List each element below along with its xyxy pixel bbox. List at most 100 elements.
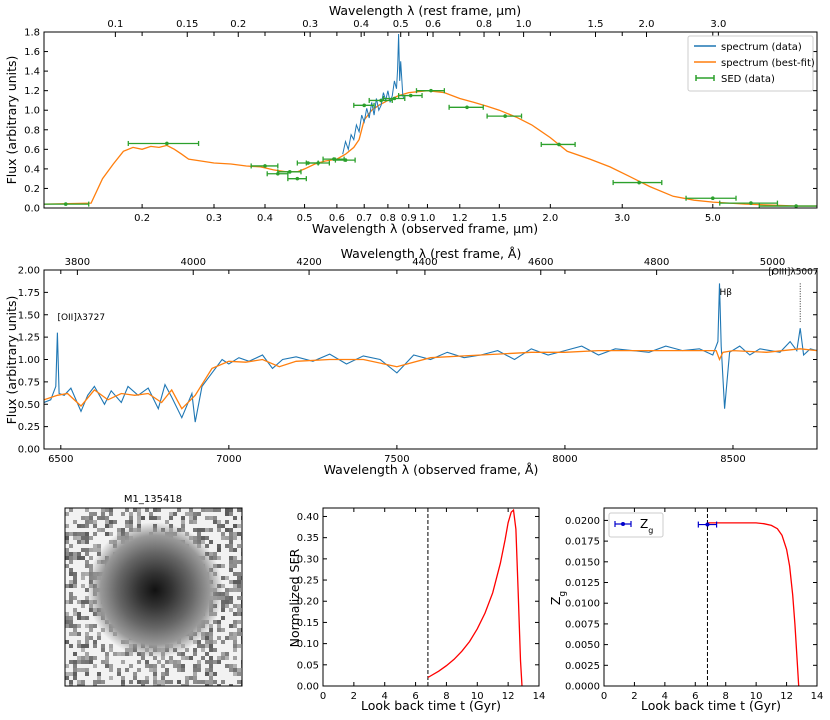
noise-pixel — [225, 592, 229, 596]
noise-pixel — [185, 656, 189, 660]
noise-pixel — [221, 652, 225, 656]
y-tick-label: 1.0 — [24, 106, 40, 117]
noise-pixel — [65, 556, 69, 560]
x-tick-label: 1.2 — [452, 213, 468, 224]
noise-pixel — [221, 656, 225, 660]
noise-pixel — [69, 596, 73, 600]
noise-pixel — [193, 668, 197, 672]
sed-point — [353, 102, 375, 108]
noise-pixel — [77, 624, 81, 628]
noise-pixel — [225, 528, 229, 532]
noise-pixel — [93, 520, 97, 524]
sed-point — [127, 140, 200, 146]
noise-pixel — [169, 512, 173, 516]
noise-pixel — [133, 676, 137, 680]
noise-pixel — [85, 656, 89, 660]
noise-pixel — [121, 660, 125, 664]
sfr-y-axis-label: Normalized SFR — [287, 548, 302, 647]
y-tick-label: 0.35 — [297, 533, 319, 544]
noise-pixel — [137, 668, 141, 672]
noise-pixel — [65, 600, 69, 604]
noise-pixel — [177, 668, 181, 672]
sed-point — [685, 195, 737, 201]
noise-pixel — [237, 524, 241, 528]
noise-pixel — [73, 672, 77, 676]
noise-pixel — [125, 668, 129, 672]
y-tick-label: 0.00 — [18, 445, 40, 456]
noise-pixel — [97, 544, 101, 548]
x-tick-label: 7500 — [384, 454, 409, 465]
noise-pixel — [209, 668, 213, 672]
x-tick-label: 0.5 — [297, 213, 313, 224]
x2-tick-label: 1.0 — [516, 19, 532, 30]
noise-pixel — [69, 680, 73, 684]
noise-pixel — [237, 576, 241, 580]
noise-pixel — [237, 612, 241, 616]
sed-marker — [63, 202, 68, 206]
spectrum-y-axis-label: Flux (arbitrary units) — [4, 296, 19, 425]
noise-pixel — [173, 512, 177, 516]
noise-pixel — [213, 520, 217, 524]
noise-pixel — [93, 524, 97, 528]
noise-pixel — [65, 584, 69, 588]
x2-tick-label: 5000 — [760, 257, 785, 268]
noise-pixel — [89, 512, 93, 516]
noise-pixel — [65, 564, 69, 568]
noise-pixel — [237, 632, 241, 636]
x2-tick-label: 4200 — [296, 257, 321, 268]
noise-pixel — [205, 640, 209, 644]
noise-pixel — [85, 572, 89, 576]
noise-pixel — [229, 588, 233, 592]
noise-pixel — [233, 644, 237, 648]
noise-pixel — [181, 524, 185, 528]
noise-pixel — [93, 548, 97, 552]
sed-point — [612, 180, 663, 186]
noise-pixel — [65, 512, 69, 516]
sed-marker — [165, 141, 169, 146]
noise-pixel — [77, 660, 81, 664]
noise-pixel — [213, 508, 217, 512]
noise-pixel — [237, 672, 241, 676]
noise-pixel — [81, 576, 85, 580]
x-tick-label: 0 — [601, 691, 607, 702]
noise-pixel — [229, 536, 233, 540]
noise-pixel — [229, 608, 233, 612]
noise-pixel — [133, 508, 137, 512]
x-tick-label: 10 — [471, 691, 484, 702]
noise-pixel — [129, 520, 133, 524]
noise-pixel — [237, 544, 241, 548]
noise-pixel — [73, 572, 77, 576]
y-tick-label: 0.05 — [297, 660, 319, 671]
noise-pixel — [225, 536, 229, 540]
noise-pixel — [233, 668, 237, 672]
noise-pixel — [101, 512, 105, 516]
sed-x-axis-label: Wavelength λ (observed frame, μm) — [312, 221, 538, 236]
noise-pixel — [93, 640, 97, 644]
noise-pixel — [205, 672, 209, 676]
spectrum-data-line — [44, 283, 817, 423]
noise-pixel — [85, 540, 89, 544]
noise-pixel — [137, 520, 141, 524]
sed-spectrum-data-line — [342, 33, 405, 155]
noise-pixel — [69, 552, 73, 556]
noise-pixel — [77, 640, 81, 644]
x2-tick-label: 0.6 — [425, 19, 441, 30]
noise-pixel — [129, 652, 133, 656]
noise-pixel — [237, 596, 241, 600]
noise-pixel — [65, 536, 69, 540]
x2-tick-label: 0.4 — [353, 19, 369, 30]
noise-pixel — [73, 596, 77, 600]
noise-pixel — [69, 684, 73, 686]
y-tick-label: 0.25 — [297, 576, 319, 587]
sed-point — [277, 169, 302, 175]
x-tick-label: 3.0 — [614, 213, 630, 224]
noise-pixel — [225, 588, 229, 592]
x-tick-label: 1.0 — [419, 213, 435, 224]
noise-pixel — [81, 616, 85, 620]
y-tick-label: 0.0150 — [565, 557, 600, 568]
noise-pixel — [233, 584, 237, 588]
noise-pixel — [197, 680, 201, 684]
noise-pixel — [193, 516, 197, 520]
noise-pixel — [85, 668, 89, 672]
noise-pixel — [217, 528, 221, 532]
